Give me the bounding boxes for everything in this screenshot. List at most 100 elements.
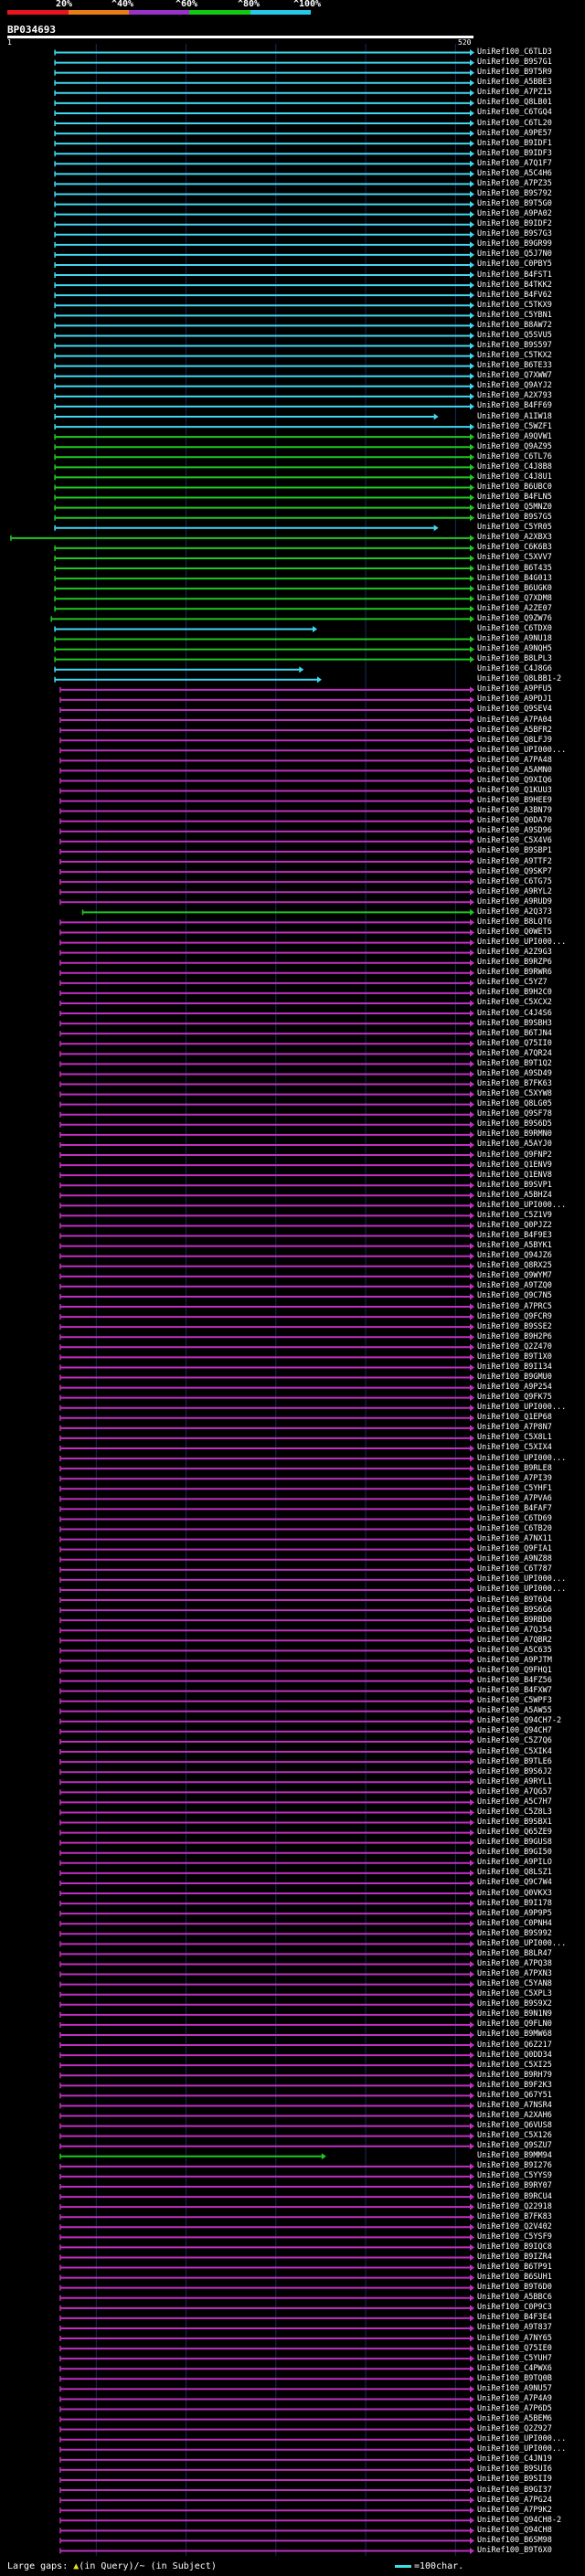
hit-label[interactable]: UniRef100_C5XPL3	[477, 1989, 552, 1999]
hit-label[interactable]: UniRef100_A9QVW1	[477, 431, 552, 441]
hit-label[interactable]: UniRef100_B9RZP6	[477, 958, 552, 968]
hit-bar[interactable]	[59, 726, 474, 734]
hit-label[interactable]: UniRef100_B9RCU4	[477, 2191, 552, 2201]
hit-bar[interactable]	[59, 1141, 474, 1149]
hit-bar[interactable]	[59, 1353, 474, 1361]
hit-label[interactable]: UniRef100_A2Z9G3	[477, 948, 552, 958]
hit-label[interactable]: UniRef100_B9SBH3	[477, 1018, 552, 1028]
hit-bar[interactable]	[59, 2496, 474, 2504]
hit-bar[interactable]	[54, 332, 474, 339]
hit-bar[interactable]	[54, 363, 474, 370]
hit-bar[interactable]	[54, 292, 474, 299]
hit-label[interactable]: UniRef100_B4FAF7	[477, 1503, 552, 1513]
hit-label[interactable]: UniRef100_C5XVV7	[477, 553, 552, 563]
hit-bar[interactable]	[59, 1698, 474, 1705]
hit-bar[interactable]	[54, 80, 474, 87]
hit-bar[interactable]	[54, 90, 474, 97]
hit-label[interactable]: UniRef100_A5AMN0	[477, 765, 552, 775]
hit-bar[interactable]	[59, 2315, 474, 2322]
hit-bar[interactable]	[59, 928, 474, 936]
hit-bar[interactable]	[59, 1060, 474, 1067]
hit-bar[interactable]	[59, 1505, 474, 1512]
hit-label[interactable]: UniRef100_Q8LG05	[477, 1099, 552, 1109]
hit-bar[interactable]	[59, 2335, 474, 2342]
hit-label[interactable]: UniRef100_A5BBE3	[477, 78, 552, 88]
hit-label[interactable]: UniRef100_Q9FCR9	[477, 1311, 552, 1321]
hit-bar[interactable]	[59, 1374, 474, 1382]
hit-bar[interactable]	[59, 918, 474, 926]
hit-bar[interactable]	[59, 1870, 474, 1877]
hit-label[interactable]: UniRef100_Q8LBB1-2	[477, 674, 562, 684]
hit-bar[interactable]	[54, 676, 322, 684]
hit-label[interactable]: UniRef100_B9IDF3	[477, 148, 552, 158]
hit-bar[interactable]	[54, 585, 474, 592]
hit-label[interactable]: UniRef100_Q9C7W4	[477, 1878, 552, 1888]
hit-bar[interactable]	[59, 2183, 474, 2190]
hit-label[interactable]: UniRef100_Q0WET5	[477, 927, 552, 937]
hit-label[interactable]: UniRef100_B9T6Q4	[477, 1595, 552, 1605]
hit-bar[interactable]	[59, 1526, 474, 1533]
hit-bar[interactable]	[59, 1030, 474, 1037]
hit-bar[interactable]	[54, 100, 474, 107]
hit-bar[interactable]	[59, 2295, 474, 2302]
hit-label[interactable]: UniRef100_Q6VUS8	[477, 2121, 552, 2131]
hit-bar[interactable]	[54, 261, 474, 269]
hit-label[interactable]: UniRef100_A5BFR2	[477, 725, 552, 735]
hit-bar[interactable]	[54, 423, 474, 430]
hit-label[interactable]: UniRef100_B9SII9	[477, 2475, 552, 2485]
hit-bar[interactable]	[59, 1920, 474, 1927]
hit-bar[interactable]	[59, 2011, 474, 2019]
hit-bar[interactable]	[59, 1111, 474, 1118]
hit-bar[interactable]	[59, 2133, 474, 2140]
hit-label[interactable]: UniRef100_C5YZ7	[477, 978, 548, 988]
hit-bar[interactable]	[50, 615, 474, 622]
hit-label[interactable]: UniRef100_A9PA02	[477, 209, 552, 219]
hit-bar[interactable]	[59, 747, 474, 754]
hit-bar[interactable]	[59, 1910, 474, 1917]
hit-bar[interactable]	[59, 1860, 474, 1867]
hit-bar[interactable]	[59, 838, 474, 845]
hit-label[interactable]: UniRef100_A2XBX3	[477, 533, 552, 543]
hit-bar[interactable]	[59, 1536, 474, 1543]
hit-label[interactable]: UniRef100_Q6Z217	[477, 2040, 552, 2050]
hit-label[interactable]: UniRef100_A7PRC5	[477, 1301, 552, 1311]
hit-bar[interactable]	[59, 949, 474, 957]
hit-label[interactable]: UniRef100_A1IW18	[477, 411, 552, 421]
hit-bar[interactable]	[59, 2476, 474, 2484]
hit-bar[interactable]	[59, 1606, 474, 1614]
hit-bar[interactable]	[59, 1515, 474, 1522]
hit-bar[interactable]	[54, 140, 474, 147]
hit-bar[interactable]	[59, 1798, 474, 1806]
hit-bar[interactable]	[59, 990, 474, 997]
hit-bar[interactable]	[59, 1617, 474, 1624]
hit-label[interactable]: UniRef100_Q75II0	[477, 1038, 552, 1048]
hit-label[interactable]: UniRef100_A3BN79	[477, 806, 552, 816]
hit-label[interactable]: UniRef100_C5X126	[477, 2131, 552, 2141]
hit-bar[interactable]	[54, 514, 474, 522]
hit-bar[interactable]	[59, 2466, 474, 2474]
hit-bar[interactable]	[59, 848, 474, 855]
hit-bar[interactable]	[54, 383, 474, 390]
hit-bar[interactable]	[54, 251, 474, 259]
hit-bar[interactable]	[54, 636, 474, 643]
hit-label[interactable]: UniRef100_Q5J7N0	[477, 249, 552, 260]
hit-label[interactable]: UniRef100_B9F2K3	[477, 2080, 552, 2090]
hit-label[interactable]: UniRef100_C5TKX9	[477, 300, 552, 310]
hit-bar[interactable]	[59, 1778, 474, 1786]
hit-bar[interactable]	[59, 2233, 474, 2241]
hit-label[interactable]: UniRef100_C6TG75	[477, 876, 552, 886]
hit-bar[interactable]	[59, 1091, 474, 1098]
hit-label[interactable]: UniRef100_A9RYL1	[477, 1776, 552, 1786]
hit-bar[interactable]	[59, 2173, 474, 2180]
hit-label[interactable]: UniRef100_Q9SKP7	[477, 866, 552, 876]
hit-bar[interactable]	[54, 575, 474, 582]
hit-label[interactable]: UniRef100_B9GR99	[477, 239, 552, 249]
hit-bar[interactable]	[54, 646, 474, 653]
hit-bar[interactable]	[59, 2072, 474, 2079]
hit-bar[interactable]	[59, 1050, 474, 1057]
hit-bar[interactable]	[59, 1131, 474, 1139]
hit-label[interactable]: UniRef100_UPI000...	[477, 1938, 567, 1948]
hit-label[interactable]: UniRef100_C6TDX0	[477, 623, 552, 633]
hit-label[interactable]: UniRef100_Q9FLN0	[477, 2019, 552, 2030]
hit-label[interactable]: UniRef100_A7PG24	[477, 2495, 552, 2505]
